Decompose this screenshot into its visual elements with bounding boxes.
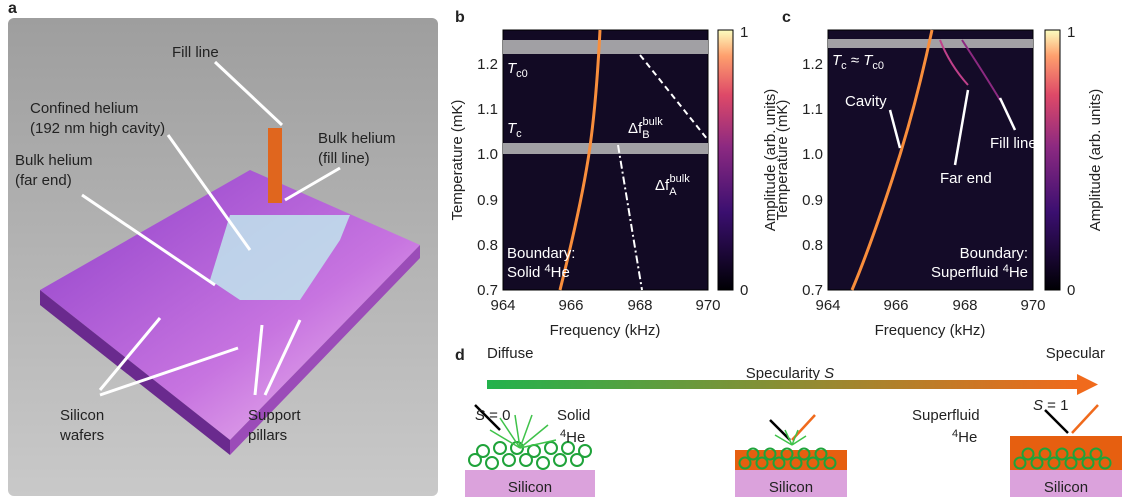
x-tick-label: 964 — [490, 297, 515, 314]
label: Fill line — [172, 44, 219, 61]
y-tick-label: 1.1 — [802, 101, 823, 118]
annotation: Boundary: — [507, 245, 575, 262]
panel-letter: d — [455, 347, 465, 364]
label: pillars — [248, 427, 287, 444]
atom — [494, 442, 506, 454]
annotation: Cavity — [845, 93, 887, 110]
y-label: Temperature (mK) — [774, 100, 791, 221]
panel-letter: a — [8, 0, 17, 17]
panel-c: c Tc ≈ Tc0 Cavity Far end Fill line Boun… — [774, 9, 1104, 339]
x-tick-label: 968 — [627, 297, 652, 314]
band — [503, 143, 708, 154]
label: Specularity S — [746, 365, 834, 382]
atom — [537, 457, 549, 469]
atom — [545, 442, 557, 454]
x-tick-label: 968 — [952, 297, 977, 314]
panel-letter: b — [455, 9, 465, 26]
panel-letter: c — [782, 9, 791, 26]
y-tick-label: 1.2 — [802, 56, 823, 73]
label: Specular — [1046, 345, 1105, 362]
x-tick-label: 970 — [1020, 297, 1045, 314]
x-tick-label: 970 — [695, 297, 720, 314]
annotation: Fill line — [990, 135, 1037, 152]
label: Silicon — [769, 479, 813, 496]
colorbar-tick: 0 — [740, 282, 748, 299]
label: S = 1 — [1033, 397, 1068, 414]
y-tick-label: 0.9 — [477, 192, 498, 209]
y-ticks: 1.2 1.1 1.0 0.9 0.8 0.7 — [477, 56, 498, 299]
atom — [477, 445, 489, 457]
label: Bulk helium — [15, 152, 93, 169]
label: Diffuse — [487, 345, 533, 362]
y-tick-label: 0.9 — [802, 192, 823, 209]
atom — [579, 445, 591, 457]
colorbar-tick: 1 — [1067, 24, 1075, 41]
fill-line-tube — [268, 128, 282, 203]
label: Bulk helium — [318, 130, 396, 147]
x-tick-label: 966 — [883, 297, 908, 314]
label: Silicon — [1044, 479, 1088, 496]
label: Solid — [557, 407, 590, 424]
label: wafers — [59, 427, 104, 444]
y-tick-label: 0.7 — [477, 282, 498, 299]
annotation: Superfluid 4He — [931, 263, 1028, 281]
label: Silicon — [60, 407, 104, 424]
arrow-head — [1077, 374, 1098, 395]
colorbar — [718, 30, 733, 290]
colorbar-tick: 0 — [1067, 282, 1075, 299]
label: Silicon — [508, 479, 552, 496]
y-tick-label: 0.8 — [802, 237, 823, 254]
y-tick-label: 1.1 — [477, 101, 498, 118]
label: (192 nm high cavity) — [30, 120, 165, 137]
arrow — [487, 380, 1077, 389]
y-tick-label: 1.0 — [477, 146, 498, 163]
atom — [554, 454, 566, 466]
colorbar-tick: 1 — [740, 24, 748, 41]
band — [503, 40, 708, 54]
label: (far end) — [15, 172, 72, 189]
x-tick-label: 966 — [558, 297, 583, 314]
figure: a Fill line Confined helium (192 nm high… — [0, 0, 1124, 497]
y-label: Temperature (mK) — [449, 100, 466, 221]
x-tick-label: 964 — [815, 297, 840, 314]
y-tick-label: 1.0 — [802, 146, 823, 163]
y-ticks: 1.2 1.1 1.0 0.9 0.8 0.7 — [802, 56, 823, 299]
panel-a: a Fill line Confined helium (192 nm high… — [8, 0, 438, 496]
y-tick-label: 1.2 — [477, 56, 498, 73]
annotation: Far end — [940, 170, 992, 187]
x-ticks: 964 966 968 970 — [815, 297, 1045, 314]
y-tick-label: 0.7 — [802, 282, 823, 299]
atom — [528, 445, 540, 457]
panel-b: b Tc0 Tc ΔfBbulk ΔfAbulk Boundary: Solid… — [449, 9, 779, 339]
label: Support — [248, 407, 301, 424]
label: Superfluid — [912, 407, 980, 424]
x-label: Frequency (kHz) — [875, 322, 986, 339]
label: 4He — [952, 428, 977, 446]
label: Confined helium — [30, 100, 138, 117]
colorbar-label: Amplitude (arb. units) — [1087, 89, 1104, 232]
colorbar — [1045, 30, 1060, 290]
x-ticks: 964 966 968 970 — [490, 297, 720, 314]
y-tick-label: 0.8 — [477, 237, 498, 254]
annotation: Solid 4He — [507, 263, 570, 281]
label: S = 0 — [475, 407, 510, 424]
atom — [486, 457, 498, 469]
x-label: Frequency (kHz) — [550, 322, 661, 339]
label: (fill line) — [318, 150, 370, 167]
annotation: Boundary: — [960, 245, 1028, 262]
atom — [503, 454, 515, 466]
panel-d: d Diffuse Specular Specularity S S = 0 S… — [455, 345, 1122, 497]
